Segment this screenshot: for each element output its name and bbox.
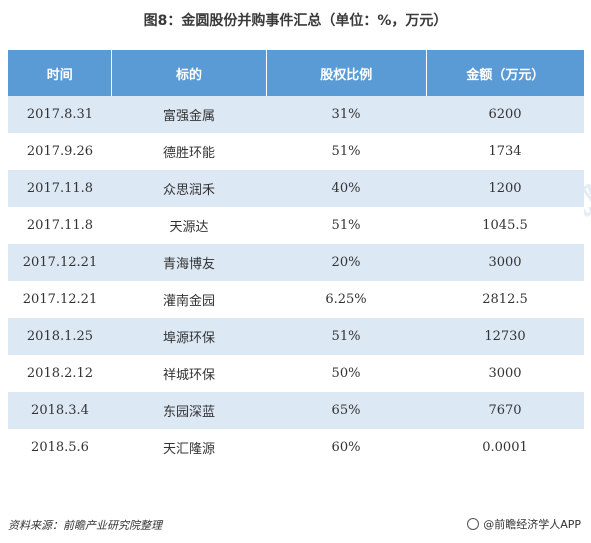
cell-ratio: 6.25% (325, 292, 367, 307)
cell-ratio: 51% (331, 144, 361, 159)
cell-time: 2017.11.8 (26, 181, 94, 196)
cell-amount: 3000 (488, 366, 522, 381)
brand-credit: @前瞻经济学人APP (467, 516, 581, 532)
cell-target: 富强金属 (162, 109, 215, 124)
cell-ratio: 65% (331, 403, 361, 418)
cell-time: 2017.11.8 (26, 218, 94, 233)
cell-target: 灌南金园 (162, 294, 215, 309)
cell-amount: 2812.5 (482, 292, 528, 307)
cell-target: 埠源环保 (162, 331, 215, 346)
cell-time: 2017.12.21 (22, 292, 98, 307)
table-row: 2018.5.6 天汇隆源 60% 0.0001 (8, 429, 584, 466)
cell-time: 2017.12.21 (22, 255, 98, 270)
cell-ratio: 20% (331, 255, 361, 270)
cell-target: 天汇隆源 (162, 442, 215, 457)
cell-time: 2018.1.25 (26, 329, 94, 344)
cell-amount: 3000 (488, 255, 522, 270)
table-row: 2017.8.31 富强金属 31% 6200 (8, 96, 584, 133)
table-row: 2018.2.12 祥城环保 50% 3000 (8, 355, 584, 392)
cell-ratio: 50% (331, 366, 361, 381)
acquisition-table: 时间 标的 股权比例 金额（万元） 2017.8.31 富强金属 31% 620… (8, 50, 584, 466)
cell-target: 天源达 (169, 220, 209, 235)
table-row: 2017.12.21 灌南金园 6.25% 2812.5 (8, 281, 584, 318)
cell-target: 祥城环保 (162, 368, 215, 383)
table-row: 2018.3.4 东园深蓝 65% 7670 (8, 392, 584, 429)
brand-text: @前瞻经济学人APP (483, 518, 581, 531)
header-time: 时间 (8, 50, 113, 96)
cell-time: 2017.9.26 (26, 144, 94, 159)
cell-time: 2018.3.4 (31, 403, 89, 418)
header-equity-ratio: 股权比例 (267, 50, 427, 96)
cell-amount: 1200 (488, 181, 522, 196)
cell-amount: 7670 (488, 403, 522, 418)
cell-amount: 12730 (484, 329, 526, 344)
cell-ratio: 51% (331, 218, 361, 233)
chart-title: 图8：金圆股份并购事件汇总（单位：%，万元） (143, 13, 448, 29)
table-row: 2017.9.26 德胜环能 51% 1734 (8, 133, 584, 170)
cell-ratio: 31% (331, 107, 361, 122)
cell-time: 2017.8.31 (26, 107, 94, 122)
source-note: 资料来源：前瞻产业研究院整理 (8, 519, 162, 532)
cell-ratio: 40% (331, 181, 361, 196)
cell-time: 2018.5.6 (31, 440, 89, 455)
table-row: 2017.11.8 天源达 51% 1045.5 (8, 207, 584, 244)
cell-target: 众思润禾 (162, 183, 215, 198)
table-row: 2018.1.25 埠源环保 51% 12730 (8, 318, 584, 355)
cell-amount: 0.0001 (482, 440, 528, 455)
cell-amount: 6200 (488, 107, 522, 122)
cell-target: 德胜环能 (162, 146, 215, 161)
cell-amount: 1045.5 (482, 218, 528, 233)
header-amount: 金额（万元） (466, 67, 545, 83)
table-header-row: 时间 标的 股权比例 金额（万元） (8, 50, 584, 96)
cell-ratio: 60% (331, 440, 361, 455)
header-target: 标的 (112, 50, 267, 96)
cell-ratio: 51% (331, 329, 361, 344)
cell-amount: 1734 (488, 144, 522, 159)
cell-target: 东园深蓝 (162, 405, 215, 420)
brand-logo-icon (467, 518, 480, 530)
table-row: 2017.11.8 众思润禾 40% 1200 (8, 170, 584, 207)
cell-time: 2018.2.12 (26, 366, 94, 381)
table-row: 2017.12.21 青海博友 20% 3000 (8, 244, 584, 281)
cell-target: 青海博友 (162, 257, 215, 272)
